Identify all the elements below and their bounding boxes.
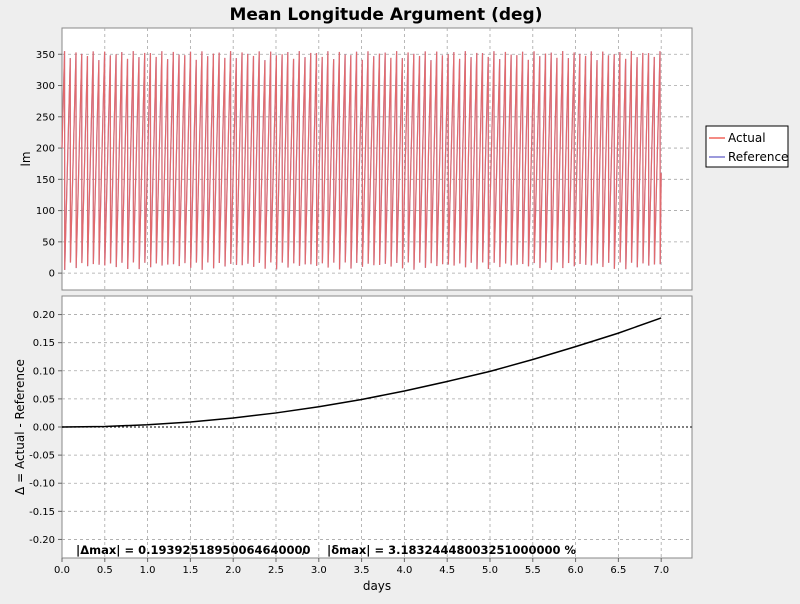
x-ticks: 0.0 0.5 1.0 1.5 2.0 2.5 3.0 3.5 4.0 4.5 5.0 5.5 6.0 6… bbox=[54, 558, 669, 576]
x-axis-label: days bbox=[363, 579, 391, 593]
x-tick-label: 0.0 bbox=[54, 565, 70, 576]
x-tick-label: 2.5 bbox=[268, 565, 284, 576]
top-y-tick-label: 50 bbox=[42, 237, 55, 248]
bottom-y-tick-label: 0.10 bbox=[33, 366, 55, 377]
legend-box bbox=[705, 125, 789, 168]
legend-label-reference: Reference bbox=[728, 150, 788, 164]
x-tick-label: 5.0 bbox=[482, 565, 498, 576]
x-tick-label: 1.5 bbox=[182, 565, 198, 576]
annotation-separator: / bbox=[302, 543, 307, 557]
actual-series-line bbox=[61, 51, 662, 270]
delta-percent-annotation: |δmax| = 3.18324448003251000000 % bbox=[327, 543, 577, 557]
chart-title: Mean Longitude Argument (deg) bbox=[229, 5, 542, 25]
bottom-y-tick-label: -0.10 bbox=[29, 479, 55, 490]
bottom-y-tick-label: -0.20 bbox=[29, 535, 55, 546]
x-tick-label: 0.5 bbox=[97, 565, 113, 576]
legend: Actual Reference bbox=[705, 125, 789, 168]
top-y-tick-label: 100 bbox=[36, 206, 55, 217]
x-tick-label: 6.5 bbox=[610, 565, 626, 576]
bottom-grid bbox=[62, 296, 692, 558]
top-y-tick-label: 250 bbox=[36, 112, 55, 123]
x-tick-label: 4.5 bbox=[439, 565, 455, 576]
x-tick-label: 5.5 bbox=[525, 565, 541, 576]
bottom-y-tick-label: -0.15 bbox=[29, 507, 55, 518]
delta-max-annotation: |Δmax| = 0.19392518950064640000 bbox=[76, 543, 311, 557]
bottom-series bbox=[61, 317, 662, 428]
x-tick-label: 4.0 bbox=[396, 565, 412, 576]
bottom-y-tick-label: 0.05 bbox=[33, 394, 55, 405]
x-tick-label: 3.5 bbox=[354, 565, 370, 576]
top-y-tick-label: 0 bbox=[49, 269, 55, 280]
top-y-axis-label: lm bbox=[19, 151, 33, 166]
bottom-y-tick-label: 0.20 bbox=[33, 310, 55, 321]
legend-label-actual: Actual bbox=[728, 131, 766, 145]
top-series bbox=[61, 51, 662, 271]
x-tick-label: 6.0 bbox=[568, 565, 584, 576]
bottom-y-axis-label: Δ = Actual - Reference bbox=[13, 359, 27, 495]
top-y-ticks: 0 50 100 150 200 250 300 350 bbox=[36, 50, 62, 280]
x-tick-label: 3.0 bbox=[311, 565, 327, 576]
top-y-tick-label: 200 bbox=[36, 144, 55, 155]
top-y-tick-label: 350 bbox=[36, 50, 55, 61]
bottom-y-tick-label: -0.05 bbox=[29, 451, 55, 462]
bottom-plot-area bbox=[61, 295, 693, 559]
bottom-y-tick-label: 0.00 bbox=[33, 423, 55, 434]
delta-series-line bbox=[61, 317, 662, 428]
x-tick-label: 7.0 bbox=[653, 565, 669, 576]
x-tick-label: 1.0 bbox=[140, 565, 156, 576]
top-y-tick-label: 300 bbox=[36, 81, 55, 92]
bottom-y-ticks: 0.20 0.15 0.10 0.05 0.00 -0.05 -0.10 -0.15 -0.20 bbox=[29, 310, 62, 546]
bottom-y-tick-label: 0.15 bbox=[33, 338, 55, 349]
x-tick-label: 2.0 bbox=[225, 565, 241, 576]
top-y-tick-label: 150 bbox=[36, 175, 55, 186]
